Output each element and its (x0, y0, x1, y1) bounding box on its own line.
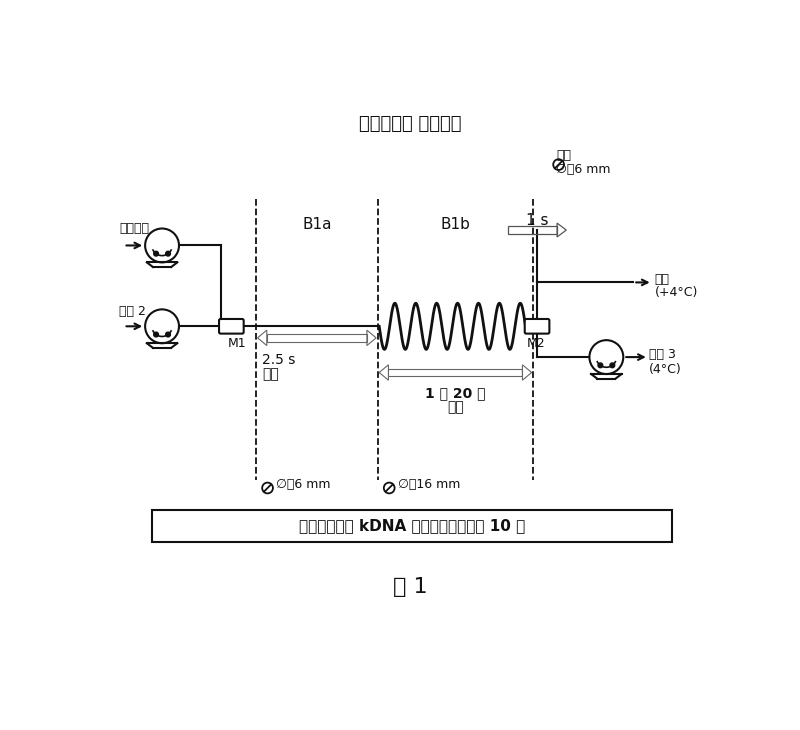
Circle shape (166, 332, 170, 337)
Text: B1b: B1b (441, 217, 470, 232)
Text: 溶液 2: 溶液 2 (119, 304, 146, 318)
Bar (508, 226, 557, 234)
Text: 细胞裂解： 连续模式: 细胞裂解： 连续模式 (358, 115, 462, 133)
FancyBboxPatch shape (219, 319, 244, 334)
Circle shape (154, 251, 158, 256)
Text: M1: M1 (227, 337, 246, 350)
Text: ∅，6 mm: ∅，6 mm (556, 163, 611, 176)
FancyBboxPatch shape (525, 319, 550, 334)
Bar (389, 369, 522, 377)
Circle shape (598, 363, 602, 368)
Text: 2.5 s: 2.5 s (262, 353, 295, 367)
Circle shape (154, 332, 158, 337)
Circle shape (610, 363, 614, 368)
Text: 连续模式中的 kDNA 比分批模式少超过 10 倍: 连续模式中的 kDNA 比分批模式少超过 10 倍 (299, 518, 525, 533)
Text: ∅，6 mm: ∅，6 mm (276, 477, 330, 491)
Text: 收获: 收获 (655, 273, 670, 286)
Bar (152, 510, 672, 542)
Text: 溶液 3
(4°C): 溶液 3 (4°C) (649, 348, 682, 376)
Text: 1 s: 1 s (526, 213, 548, 228)
Text: M2: M2 (526, 337, 545, 350)
Text: ∅，16 mm: ∅，16 mm (398, 477, 460, 491)
Bar (266, 334, 367, 342)
Text: B1a: B1a (302, 217, 331, 232)
Text: (+4°C): (+4°C) (655, 286, 698, 299)
Text: 湍流: 湍流 (556, 149, 571, 162)
Text: 细胞悬液: 细胞悬液 (119, 223, 149, 235)
Text: 图 1: 图 1 (393, 577, 427, 596)
Text: 湍流: 湍流 (262, 367, 279, 381)
Circle shape (166, 251, 170, 256)
Text: 湍流: 湍流 (447, 400, 464, 414)
Text: 1 分 20 秒: 1 分 20 秒 (425, 386, 486, 400)
